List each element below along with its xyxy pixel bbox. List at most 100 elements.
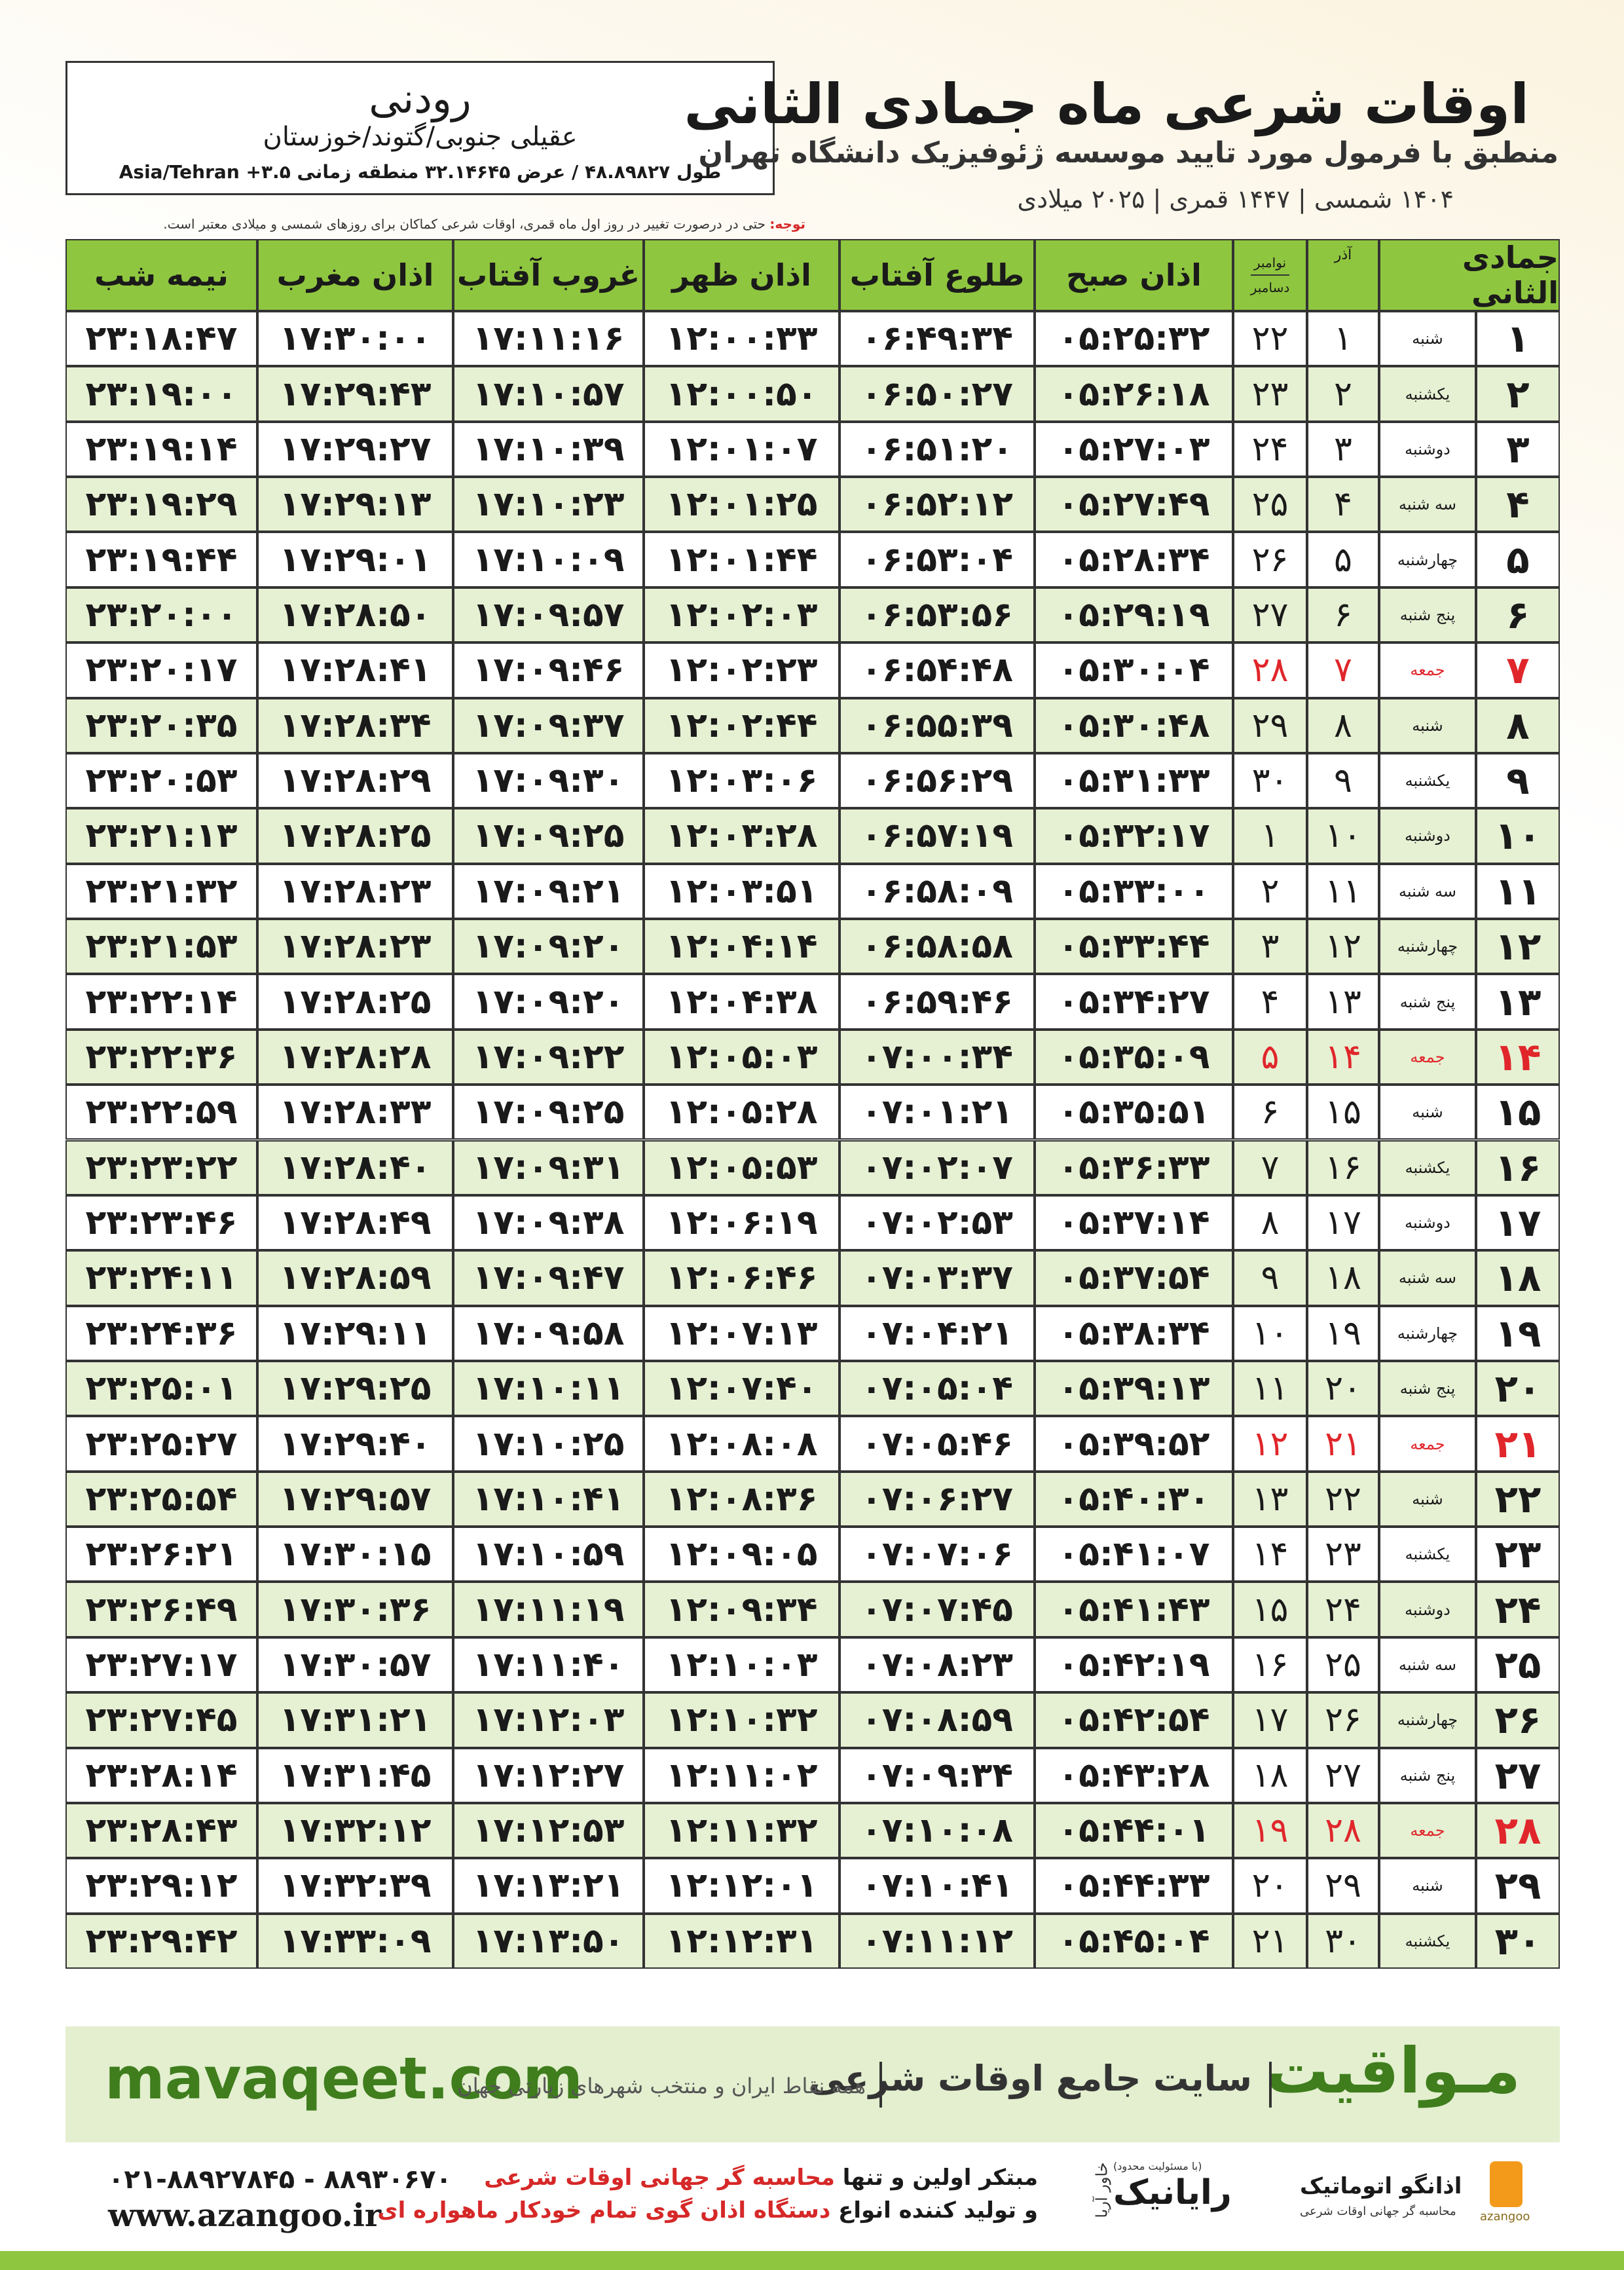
- time-cell: ۲۳:۲۴:۱۱: [65, 1250, 257, 1306]
- time-cell: ۲۳:۲۱:۳۲: [65, 863, 257, 920]
- time-cell: ۱۲:۰۷:۱۳: [644, 1305, 840, 1361]
- weekday: پنج شنبه: [1379, 1747, 1476, 1803]
- time-cell: ۱۷:۰۹:۴۶: [453, 642, 644, 698]
- time-cell: ۱۲:۱۱:۳۲: [644, 1802, 840, 1859]
- time-cell: ۰۵:۳۵:۰۹: [1035, 1029, 1233, 1085]
- time-cell: ۱۷:۱۱:۴۰: [453, 1637, 644, 1693]
- note: توجه: حتی در درصورت تغییر در روز اول ماه…: [163, 216, 805, 232]
- time-cell: ۰۷:۰۹:۳۴: [840, 1747, 1035, 1803]
- time-cell: ۱۷:۱۰:۴۱: [453, 1471, 644, 1527]
- gregorian-day: ۲۱: [1233, 1913, 1307, 1969]
- time-cell: ۲۳:۲۷:۴۵: [65, 1692, 257, 1748]
- time-cell: ۱۲:۱۰:۰۳: [644, 1637, 840, 1693]
- time-cell: ۲۳:۲۵:۰۱: [65, 1360, 257, 1417]
- time-cell: ۱۷:۰۹:۲۰: [453, 974, 644, 1030]
- time-cell: ۱۷:۲۹:۴۰: [257, 1416, 453, 1472]
- time-cell: ۱۷:۱۰:۵۷: [453, 366, 644, 422]
- time-cell: ۰۵:۴۴:۰۱: [1035, 1802, 1233, 1859]
- weekday: دوشنبه: [1379, 1195, 1476, 1251]
- time-cell: ۰۵:۲۷:۴۹: [1035, 477, 1233, 532]
- time-cell: ۲۳:۲۵:۵۴: [65, 1471, 257, 1527]
- time-cell: ۱۷:۱۰:۲۵: [453, 1416, 644, 1472]
- time-cell: ۱۷:۰۹:۵۸: [453, 1305, 644, 1361]
- time-cell: ۲۳:۱۹:۱۴: [65, 421, 257, 477]
- gregorian-day: ۲۸: [1233, 642, 1307, 698]
- time-cell: ۲۳:۲۱:۵۳: [65, 919, 257, 975]
- time-cell: ۰۷:۰۸:۲۳: [840, 1637, 1035, 1693]
- time-cell: ۱۷:۲۹:۱۳: [257, 477, 453, 532]
- time-cell: ۱۷:۲۹:۱۱: [257, 1305, 453, 1361]
- time-cell: ۲۳:۲۷:۱۷: [65, 1637, 257, 1693]
- time-cell: ۰۵:۳۹:۵۲: [1035, 1416, 1233, 1472]
- solar-day: ۳۰: [1307, 1913, 1379, 1969]
- time-cell: ۰۵:۴۰:۳۰: [1035, 1471, 1233, 1527]
- weekday: یکشنبه: [1379, 1527, 1476, 1582]
- time-cell: ۱۷:۰۹:۲۵: [453, 1085, 644, 1140]
- time-cell: ۱۲:۰۴:۱۴: [644, 919, 840, 975]
- text-highlight: دستگاه اذان گوی تمام خودکار ماهواره ای: [377, 2197, 831, 2223]
- solar-day: ۲۳: [1307, 1527, 1379, 1582]
- time-cell: ۰۷:۰۵:۴۶: [840, 1416, 1035, 1472]
- gregorian-day: ۲۷: [1233, 587, 1307, 643]
- time-cell: ۰۵:۳۳:۴۴: [1035, 919, 1233, 975]
- time-cell: ۱۷:۰۹:۲۰: [453, 919, 644, 975]
- time-cell: ۲۳:۲۸:۱۴: [65, 1747, 257, 1803]
- time-cell: ۰۵:۴۲:۵۴: [1035, 1692, 1233, 1748]
- logo-small: (با مسئولیت محدود): [1113, 2160, 1202, 2172]
- weekday: شنبه: [1379, 1858, 1476, 1914]
- time-cell: ۰۵:۲۵:۳۲: [1035, 311, 1233, 367]
- solar-day: ۹: [1307, 753, 1379, 809]
- hijri-day: ۱۸: [1476, 1250, 1560, 1306]
- time-cell: ۰۶:۵۹:۴۶: [840, 974, 1035, 1030]
- time-cell: ۲۳:۱۸:۴۷: [65, 311, 257, 367]
- weekday: سه شنبه: [1379, 1637, 1476, 1693]
- time-cell: ۱۲:۰۵:۵۳: [644, 1140, 840, 1195]
- text: مبتکر اولین و تنها: [834, 2165, 1038, 2191]
- time-cell: ۰۵:۴۱:۴۳: [1035, 1582, 1233, 1637]
- time-cell: ۱۲:۱۰:۳۲: [644, 1692, 840, 1748]
- solar-day: ۳: [1307, 421, 1379, 477]
- time-cell: ۰۶:۵۶:۲۹: [840, 753, 1035, 809]
- time-cell: ۱۷:۲۹:۰۱: [257, 532, 453, 587]
- time-cell: ۲۳:۲۴:۳۶: [65, 1305, 257, 1361]
- hijri-day: ۱۴: [1476, 1029, 1560, 1085]
- weekday: یکشنبه: [1379, 1140, 1476, 1195]
- time-cell: ۱۷:۱۱:۱۹: [453, 1582, 644, 1637]
- phone: ۰۲۱-۸۸۹۲۷۸۴۵ - ۸۸۹۳۰۶۷۰: [108, 2165, 452, 2195]
- time-cell: ۱۷:۱۰:۳۹: [453, 421, 644, 477]
- time-cell: ۱۷:۲۸:۲۵: [257, 808, 453, 864]
- solar-day: ۸: [1307, 698, 1379, 753]
- logo-icon: [1490, 2161, 1522, 2207]
- time-cell: ۱۲:۰۱:۲۵: [644, 477, 840, 532]
- gregorian-day: ۸: [1233, 1195, 1307, 1251]
- title: اوقات شرعی ماه جمادی الثانی: [684, 72, 1529, 136]
- time-cell: ۱۷:۱۱:۱۶: [453, 311, 644, 367]
- time-cell: ۲۳:۲۰:۵۳: [65, 753, 257, 809]
- time-cell: ۰۷:۰۷:۴۵: [840, 1582, 1035, 1637]
- site-url[interactable]: mavaqeet.com: [105, 2045, 583, 2112]
- weekday: شنبه: [1379, 1085, 1476, 1140]
- time-cell: ۰۵:۴۴:۳۳: [1035, 1858, 1233, 1914]
- time-cell: ۰۵:۴۵:۰۴: [1035, 1913, 1233, 1969]
- solar-day: ۶: [1307, 587, 1379, 643]
- time-cell: ۲۳:۲۰:۳۵: [65, 698, 257, 753]
- time-cell: ۰۵:۴۱:۰۷: [1035, 1527, 1233, 1582]
- location-box: رودنی عقیلی جنوبی/گتوند/خوزستان طول ۴۸.۸…: [65, 61, 775, 195]
- hijri-day: ۱۲: [1476, 919, 1560, 975]
- weekday: پنج شنبه: [1379, 974, 1476, 1030]
- footer-line: و تولید کننده انواع دستگاه اذان گوی تمام…: [377, 2197, 1038, 2223]
- solar-day: ۱۵: [1307, 1085, 1379, 1140]
- time-cell: ۱۲:۰۲:۰۳: [644, 587, 840, 643]
- time-cell: ۰۵:۳۶:۳۳: [1035, 1140, 1233, 1195]
- bottom-bar: [0, 2251, 1624, 2270]
- time-cell: ۱۲:۰۸:۰۸: [644, 1416, 840, 1472]
- gregorian-day: ۳۰: [1233, 753, 1307, 809]
- gregorian-day: ۱۷: [1233, 1692, 1307, 1748]
- time-cell: ۲۳:۲۸:۴۳: [65, 1802, 257, 1859]
- gregorian-day: ۱۶: [1233, 1637, 1307, 1693]
- hijri-day: ۷: [1476, 642, 1560, 698]
- solar-day: ۲۴: [1307, 1582, 1379, 1637]
- time-cell: ۲۳:۱۹:۰۰: [65, 366, 257, 422]
- footer-url[interactable]: www.azangoo.ir: [108, 2197, 382, 2234]
- time-cell: ۲۳:۱۹:۴۴: [65, 532, 257, 587]
